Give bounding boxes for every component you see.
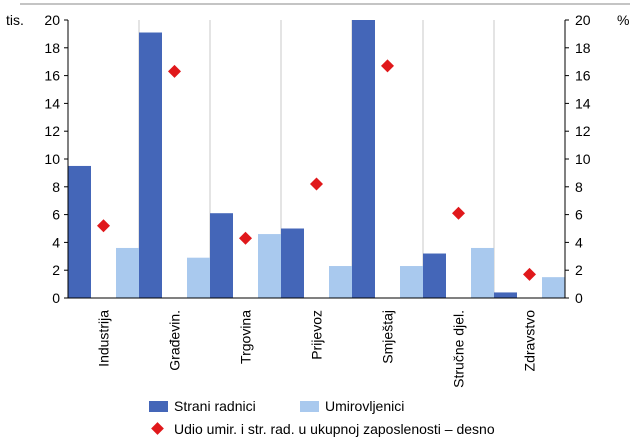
left-tick-label: 12 (44, 123, 60, 139)
right-tick-label: 2 (575, 262, 583, 278)
bar-umirovljenici (116, 247, 139, 298)
right-axis-unit: % (617, 12, 629, 28)
category-label: Industrija (96, 310, 112, 367)
marker-udio (97, 219, 110, 233)
category-label: Trgovina (238, 310, 254, 364)
left-tick-label: 16 (44, 68, 60, 84)
bar-umirovljenici (400, 266, 423, 298)
bar-umirovljenici (187, 257, 210, 298)
marker-udio (381, 59, 394, 73)
left-tick-label: 6 (52, 207, 60, 223)
bar-umirovljenici (542, 277, 565, 298)
left-tick-label: 8 (52, 179, 60, 195)
category-label: Građevin. (167, 310, 183, 371)
right-tick-label: 0 (575, 290, 583, 306)
bar-umirovljenici (471, 247, 494, 298)
legend: Strani radnici Umirovljenici Udio umir. … (149, 398, 495, 437)
right-y-axis: 0 2 4 6 8 10 12 14 16 18 20 (565, 12, 591, 306)
bar-umirovljenici (329, 266, 352, 298)
left-y-axis: 0 2 4 6 8 10 12 14 16 18 20 (44, 12, 68, 306)
marker-udio (310, 177, 323, 191)
bar-strani-radnici (68, 165, 91, 298)
category-label: Stručne djel. (451, 310, 467, 388)
marker-udio (523, 267, 536, 281)
legend-label-udio: Udio umir. i str. rad. u ukupnoj zaposle… (174, 421, 495, 437)
category-label: Zdravstvo (522, 310, 538, 372)
right-tick-label: 12 (575, 123, 591, 139)
legend-label-umirovljenici: Umirovljenici (325, 398, 404, 414)
left-tick-label: 14 (44, 95, 60, 111)
bar-strani-radnici (423, 253, 446, 298)
legend-marker-udio (151, 422, 164, 435)
bar-strani-radnici (494, 292, 517, 298)
right-tick-label: 10 (575, 151, 591, 167)
bar-strani-radnici (210, 213, 233, 298)
right-tick-label: 4 (575, 234, 583, 250)
marker-udio (452, 206, 465, 220)
left-tick-label: 20 (44, 12, 60, 28)
bars (68, 20, 565, 298)
right-tick-label: 8 (575, 179, 583, 195)
category-label: Prijevoz (309, 310, 325, 360)
legend-swatch-strani-radnici (149, 401, 168, 412)
legend-label-strani-radnici: Strani radnici (174, 398, 256, 414)
left-tick-label: 2 (52, 262, 60, 278)
right-tick-label: 18 (575, 40, 591, 56)
left-tick-label: 10 (44, 151, 60, 167)
bar-strani-radnici (281, 228, 304, 298)
legend-swatch-umirovljenici (300, 401, 319, 412)
bar-umirovljenici (258, 234, 281, 298)
left-tick-label: 18 (44, 40, 60, 56)
marker-udio (168, 64, 181, 78)
x-axis-categories: Industrija Građevin. Trgovina Prijevoz Smješ… (96, 310, 538, 388)
right-tick-label: 6 (575, 207, 583, 223)
markers (97, 59, 536, 281)
bar-strani-radnici (352, 20, 375, 298)
left-tick-label: 4 (52, 234, 60, 250)
left-tick-label: 0 (52, 290, 60, 306)
category-label: Smještaj (380, 310, 396, 364)
left-axis-unit: tis. (6, 12, 24, 28)
right-tick-label: 20 (575, 12, 591, 28)
right-tick-label: 14 (575, 95, 591, 111)
marker-udio (239, 231, 252, 245)
bar-strani-radnici (139, 32, 162, 298)
right-tick-label: 16 (575, 68, 591, 84)
